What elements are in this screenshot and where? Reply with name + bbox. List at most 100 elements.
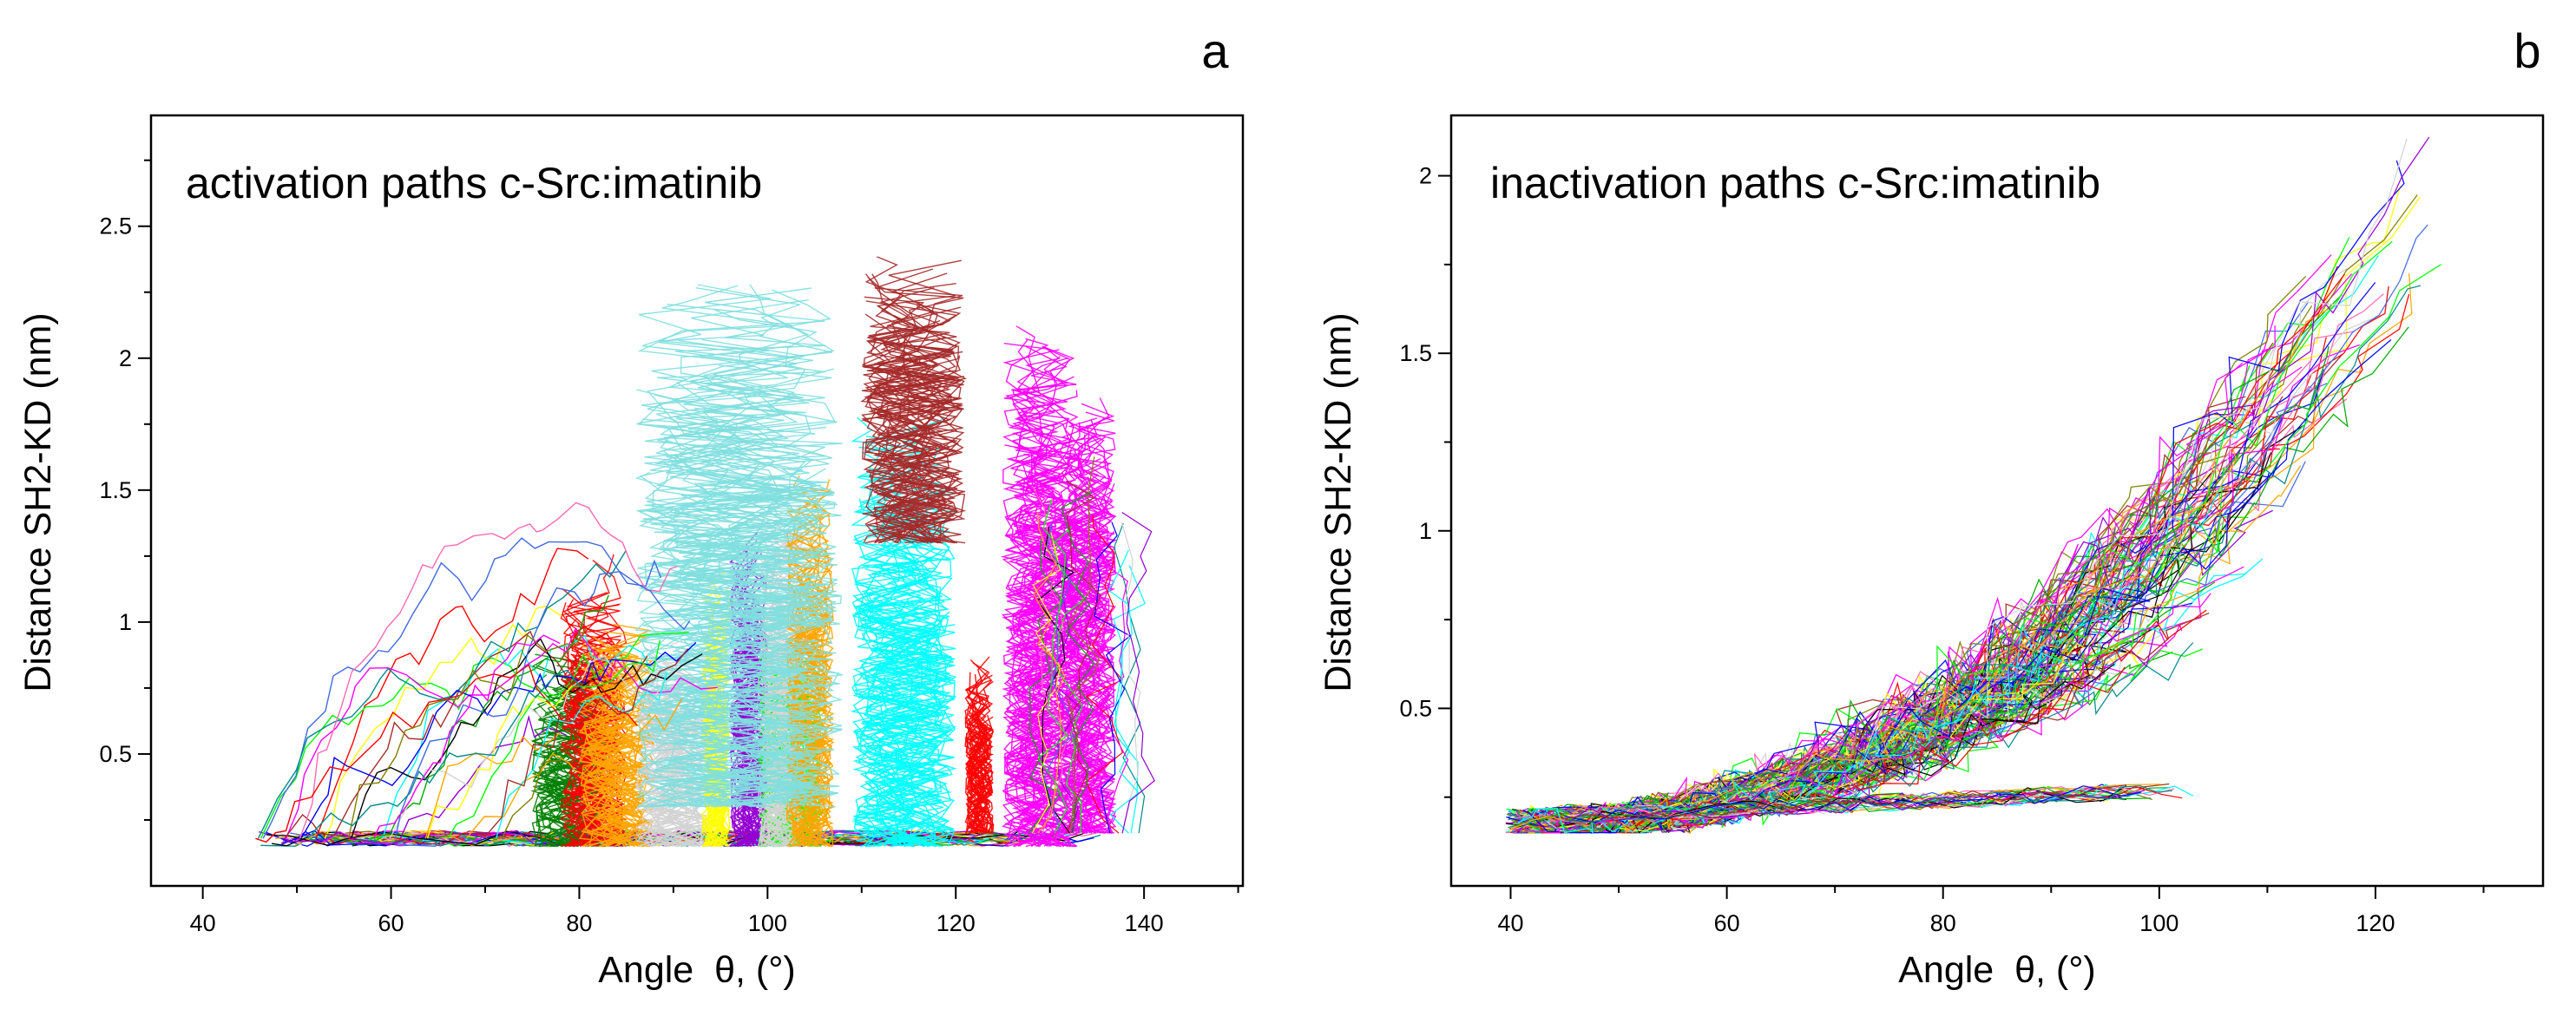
cluster-trace-cluster-orange-2 <box>784 569 835 847</box>
cluster-trace-cluster-cyan <box>853 436 957 847</box>
cluster-trace-cluster-red-2 <box>967 671 991 834</box>
plot-frame-b <box>1449 114 2545 888</box>
edge-trace <box>1061 491 1095 834</box>
rising-trace <box>257 550 627 839</box>
x-axis-label-b: Angle θ, (°) <box>1898 949 2096 991</box>
cluster-trace-cluster-red-2 <box>965 731 994 834</box>
lower-edge-trace <box>1564 790 2146 826</box>
cluster-trace-cluster-orange <box>578 708 648 848</box>
edge-trace <box>1028 538 1063 834</box>
panel-label-a: a <box>1201 23 1229 78</box>
b-y-tick-label: 1 <box>1419 518 1432 544</box>
edge-trace <box>1121 511 1155 834</box>
inactivation-trace <box>1525 398 2348 832</box>
cluster-trace-cluster-maroon <box>862 256 962 544</box>
cluster-trace-cluster-cyan <box>855 498 952 847</box>
cluster-trace-cluster-red <box>562 677 626 847</box>
activation-traces <box>255 256 1155 848</box>
cluster-trace-traces-light-cyan <box>642 426 838 808</box>
inactivation-trace <box>1515 196 2421 834</box>
edge-trace <box>1053 526 1087 834</box>
inactivation-trace <box>1521 326 2409 834</box>
cluster-trace-cluster-cyan <box>851 542 955 847</box>
rising-trace <box>382 634 652 839</box>
lower-edge-trace <box>1564 785 2152 823</box>
cluster-trace-cluster-cyan <box>854 537 955 848</box>
cluster-trace-cluster-cyan <box>862 489 954 848</box>
a-x-tick-label: 100 <box>748 910 787 936</box>
rising-trace <box>465 698 683 839</box>
cluster-trace-cluster-maroon <box>876 305 966 544</box>
rising-trace <box>262 537 662 839</box>
cluster-trace-traces-magenta-tall <box>1057 411 1116 834</box>
cluster-trace-traces-light-cyan <box>635 388 831 808</box>
b-x-tick-label: 120 <box>2356 910 2395 936</box>
edge-trace <box>1120 522 1141 834</box>
cluster-trace-cluster-maroon <box>867 374 966 544</box>
rising-trace <box>389 654 667 839</box>
cluster-trace-traces-light-cyan <box>644 392 838 807</box>
edge-trace <box>1107 549 1140 834</box>
cluster-trace-cluster-maroon <box>863 272 963 544</box>
cluster-trace-cluster-magenta <box>1005 512 1076 848</box>
rising-trace <box>447 639 661 839</box>
y-axis-b: 0.5 1 1.5 2 <box>1399 163 1451 798</box>
cluster-trace-cluster-magenta <box>1003 345 1078 848</box>
plot-frame-a <box>149 114 1245 888</box>
plot-title-a: activation paths c-Src:imatinib <box>186 159 762 207</box>
rising-trace <box>285 627 718 839</box>
b-y-tick-label: 0.5 <box>1399 695 1432 721</box>
cluster-trace-traces-magenta-tall <box>1064 436 1117 834</box>
x-axis-b: 40 60 80 100 120 <box>1497 886 2485 936</box>
cluster-trace-traces-light-cyan <box>635 287 843 808</box>
x-axis-label-a: Angle θ, (°) <box>598 949 796 991</box>
b-y-tick-label: 2 <box>1419 163 1432 189</box>
rising-trace <box>284 630 648 839</box>
cluster-trace-cluster-orange <box>580 663 654 848</box>
x-axis-a: 40 60 80 100 120 140 <box>190 886 1239 936</box>
a-y-tick-label: 2.5 <box>99 213 132 239</box>
rising-trace <box>372 634 561 839</box>
cluster-trace-cluster-red-2 <box>963 730 995 834</box>
rising-trace <box>483 648 689 839</box>
panel-label-b: b <box>2514 23 2540 78</box>
cluster-trace-cluster-cyan <box>852 502 955 848</box>
edge-trace <box>1036 527 1074 834</box>
y-axis-label-a: Distance SH2-KD (nm) <box>17 312 59 692</box>
edge-trace <box>1033 512 1066 834</box>
edge-trace <box>1085 515 1124 834</box>
cluster-trace-cluster-orange-2 <box>786 587 834 847</box>
cluster-trace-traces-magenta-tall <box>1057 472 1118 834</box>
cluster-trace-cluster-cyan <box>854 601 956 848</box>
cluster-trace-traces-light-cyan <box>637 303 842 808</box>
b-y-tick-label: 1.5 <box>1399 340 1432 366</box>
inactivation-trace <box>1532 136 2430 834</box>
edge-trace <box>1065 480 1101 834</box>
inactivation-trace <box>1534 266 2338 830</box>
cluster-trace-cluster-cyan <box>851 492 956 848</box>
rising-trace <box>300 641 697 839</box>
rising-trace <box>501 759 562 839</box>
cluster-trace-cluster-cyan <box>851 527 956 847</box>
lower-edge-trace <box>1564 784 2173 823</box>
cluster-trace-cluster-orange <box>578 696 654 847</box>
a-y-tick-label: 1.5 <box>99 477 132 503</box>
panel-a: a 40 60 80 100 120 140 0.5 1 1.5 2 2.5 activation… <box>17 23 1245 991</box>
cluster-trace-cluster-red-2 <box>968 732 993 834</box>
a-y-tick-label: 2 <box>119 345 132 371</box>
panel-b: b 40 60 80 100 120 0.5 1 1.5 2 inactivation pat… <box>1318 23 2545 991</box>
cluster-trace-cluster-magenta <box>1002 390 1080 847</box>
edge-trace <box>1067 456 1100 834</box>
cluster-trace-cluster-maroon <box>861 296 963 544</box>
b-x-tick-label: 40 <box>1497 910 1523 936</box>
cluster-trace-traces-light-cyan <box>636 417 843 808</box>
edge-trace <box>1094 521 1132 834</box>
cluster-trace-cluster-green-dark <box>532 728 608 848</box>
rising-trace <box>315 548 589 839</box>
cluster-trace-cluster-maroon <box>871 344 962 544</box>
cluster-trace-traces-light-cyan <box>634 471 838 808</box>
cluster-trace-cluster-cyan <box>850 416 954 848</box>
y-axis-a: 0.5 1 1.5 2 2.5 <box>99 159 151 821</box>
inactivation-trace <box>1519 666 2126 834</box>
